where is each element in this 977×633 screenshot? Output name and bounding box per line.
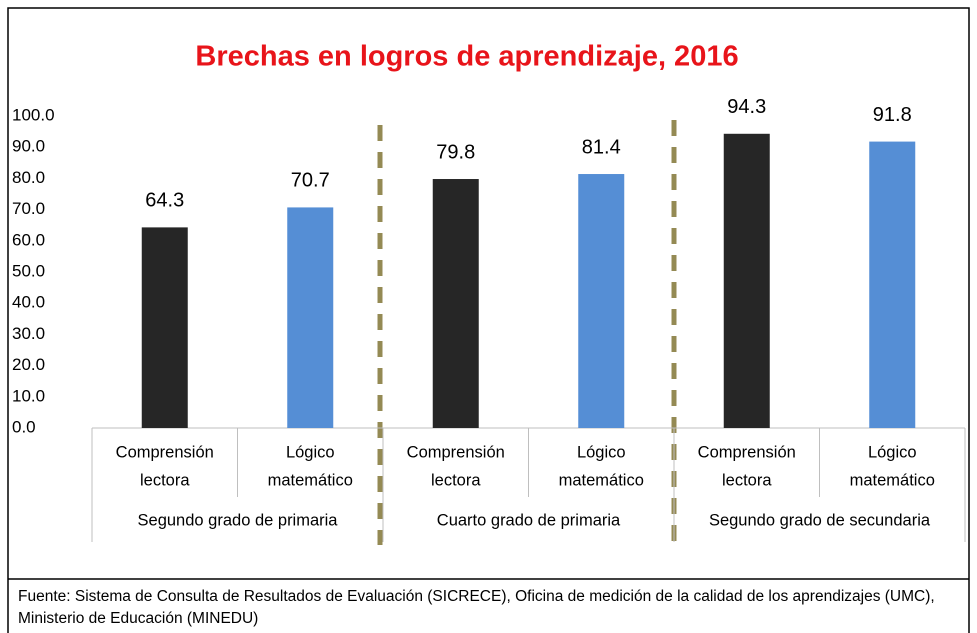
x-tick-label: lectora [431, 471, 481, 489]
y-tick-label: 30.0 [12, 324, 45, 343]
group-label: Segundo grado de secundaria [709, 511, 931, 529]
y-tick-label: 100.0 [12, 105, 55, 124]
x-tick-label: matemático [559, 471, 644, 489]
y-tick-label: 80.0 [12, 168, 45, 187]
data-label: 94.3 [727, 96, 766, 118]
data-label: 81.4 [582, 136, 621, 158]
y-tick-label: 0.0 [12, 417, 36, 436]
y-tick-label: 70.0 [12, 199, 45, 218]
x-tick-label: Comprensión [116, 443, 214, 461]
x-tick-label: Lógico [286, 443, 335, 461]
bar [578, 174, 625, 428]
group-label: Segundo grado de primaria [138, 511, 339, 529]
x-tick-label: lectora [722, 471, 772, 489]
source-note: Fuente: Sistema de Consulta de Resultado… [18, 588, 935, 627]
outer-border [7, 7, 970, 633]
data-label: 64.3 [145, 190, 184, 212]
y-tick-label: 40.0 [12, 293, 45, 312]
group-label: Cuarto grado de primaria [437, 511, 621, 529]
y-tick-label: 90.0 [12, 137, 45, 156]
data-label: 79.8 [436, 141, 475, 163]
y-tick-label: 50.0 [12, 261, 45, 280]
data-label: 70.7 [291, 170, 330, 192]
x-tick-label: Comprensión [407, 443, 505, 461]
y-tick-label: 60.0 [12, 230, 45, 249]
x-tick-label: Comprensión [698, 443, 796, 461]
x-tick-label: matemático [850, 471, 935, 489]
bar [723, 133, 770, 428]
bar [869, 141, 916, 429]
data-label: 91.8 [873, 104, 912, 126]
bar [432, 179, 479, 428]
y-tick-label: 10.0 [12, 386, 45, 405]
bar [287, 207, 334, 428]
x-tick-label: Lógico [868, 443, 917, 461]
bar [141, 227, 188, 428]
x-tick-label: lectora [140, 471, 190, 489]
x-tick-label: Lógico [577, 443, 626, 461]
chart-title: Brechas en logros de aprendizaje, 2016 [195, 41, 738, 73]
y-tick-label: 20.0 [12, 355, 45, 374]
x-tick-label: matemático [268, 471, 353, 489]
